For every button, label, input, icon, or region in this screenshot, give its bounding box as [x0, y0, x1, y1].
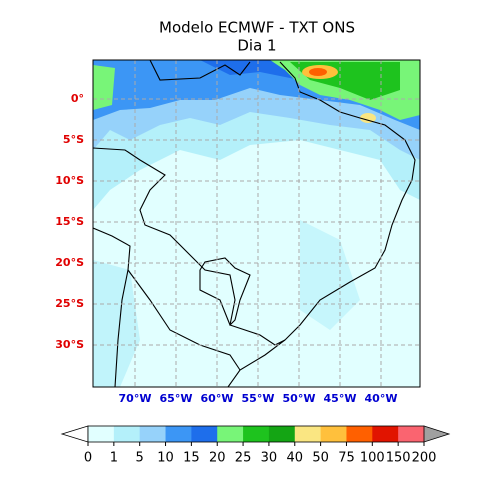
colorbar-bin [294, 426, 322, 442]
graticule: 0° 5°S 10°S 15°S 20°S 25°S 30°S 70°W 65°W 60°W 55°… [55, 60, 420, 405]
colorbar-tick-label: 200 [412, 451, 437, 466]
colorbar-bin [139, 426, 167, 442]
colorbar-tick-label: 0 [84, 451, 92, 466]
lat-label: 5°S [63, 133, 84, 146]
colorbar-extend-low [60, 425, 89, 443]
subtitle: Dia 1 [237, 37, 276, 55]
colorbar-tick-label: 150 [386, 451, 411, 466]
lat-label: 25°S [55, 297, 84, 310]
map-frame [92, 59, 421, 388]
colorbar-tick-label: 100 [360, 451, 385, 466]
colorbar-tick-label: 20 [209, 451, 226, 466]
title: Modelo ECMWF - TXT ONS [159, 19, 355, 37]
lat-label: 0° [71, 92, 84, 105]
map-field [93, 60, 420, 387]
lat-label: 20°S [55, 256, 84, 269]
colorbar-tick-label: 30 [261, 451, 278, 466]
lat-label: 30°S [55, 338, 84, 351]
colorbar-bin [243, 426, 270, 442]
colorbar-tick-label: 5 [136, 451, 144, 466]
lon-label: 45°W [324, 392, 357, 405]
colorbar-bin [398, 426, 425, 442]
lon-label: 50°W [283, 392, 316, 405]
lon-label: 40°W [365, 392, 398, 405]
colorbar-bin [191, 426, 218, 442]
colorbar-tick-label: 1 [110, 451, 118, 466]
colorbar-bin [372, 426, 399, 442]
colorbar-bin [268, 426, 296, 442]
colorbar-extend-high [423, 425, 451, 443]
colorbar-frame [87, 425, 425, 443]
colorbar: 0 1 5 10 15 20 25 30 40 50 75 100 150 200 [60, 425, 451, 466]
lon-label: 55°W [242, 392, 275, 405]
colorbar-bin [217, 426, 244, 442]
colorbar-bin [88, 426, 115, 442]
lat-label: 10°S [55, 174, 84, 187]
colorbar-tick-label: 25 [235, 451, 252, 466]
lon-label: 70°W [119, 392, 152, 405]
colorbar-tick-label: 75 [338, 451, 355, 466]
colorbar-tick-label: 50 [312, 451, 329, 466]
colorbar-bin [346, 426, 373, 442]
colorbar-bin [165, 426, 192, 442]
colorbar-bin [113, 426, 141, 442]
colorbar-tick-label: 15 [183, 451, 200, 466]
lon-label: 65°W [160, 392, 193, 405]
colorbar-bin [320, 426, 347, 442]
colorbar-tick-label: 10 [157, 451, 174, 466]
colorbar-tick-label: 40 [286, 451, 303, 466]
lat-label: 15°S [55, 215, 84, 228]
lon-label: 60°W [201, 392, 234, 405]
